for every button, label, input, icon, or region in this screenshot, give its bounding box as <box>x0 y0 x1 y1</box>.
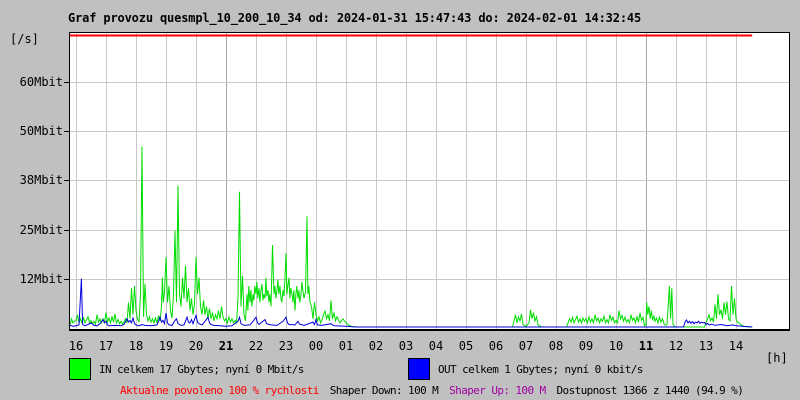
status-segment-3: Dostupnost 1366 z 1440 (94.9 %) <box>556 384 744 397</box>
legend-in-label: IN celkem 17 Gbytes; nyní 0 Mbit/s <box>99 363 304 376</box>
x-axis-tick-label: 19 <box>158 339 174 353</box>
y-axis-tick <box>64 230 69 231</box>
x-axis-tick-label: 02 <box>368 339 384 353</box>
status-line: Aktualne povoleno 100 % rychlosti Shaper … <box>120 384 754 397</box>
y-axis-tick-label: 38Mbit <box>19 173 63 187</box>
x-axis-tick-label: 01 <box>338 339 354 353</box>
graph-title: Graf provozu quesmpl_10_200_10_34 od: 20… <box>68 11 642 25</box>
x-axis-tick-label: 03 <box>398 339 414 353</box>
x-axis-tick-label: 00 <box>308 339 324 353</box>
y-axis-tick <box>64 279 69 280</box>
status-segment-2: Shaper Up: 100 M <box>449 384 546 397</box>
x-axis-tick-label: 17 <box>98 339 114 353</box>
y-axis-tick-label: 50Mbit <box>19 124 63 138</box>
y-axis-tick-label: 25Mbit <box>19 223 63 237</box>
x-axis-tick-label: 22 <box>248 339 264 353</box>
x-axis-tick-label: 12 <box>668 339 684 353</box>
plot-svg <box>70 33 789 329</box>
y-axis-tick-label: 12Mbit <box>19 272 63 286</box>
status-segment-1: Shaper Down: 100 M <box>329 384 439 397</box>
x-axis-tick-label: 21 <box>218 339 234 353</box>
x-axis-tick-label: 05 <box>458 339 474 353</box>
series-in-line <box>70 146 753 328</box>
y-axis-unit-label: [/s] <box>10 32 39 46</box>
x-axis-tick-label: 08 <box>548 339 564 353</box>
x-axis-tick-label: 23 <box>278 339 294 353</box>
x-axis-tick-label: 20 <box>188 339 204 353</box>
plot-area <box>69 32 790 331</box>
x-axis-tick-label: 18 <box>128 339 144 353</box>
series-out-line <box>70 278 753 328</box>
x-axis-tick-label: 13 <box>698 339 714 353</box>
x-axis-unit-label: [h] <box>766 351 788 365</box>
x-axis-tick-label: 14 <box>728 339 744 353</box>
status-segment-0: Aktualne povoleno 100 % rychlosti <box>120 384 319 397</box>
x-axis-tick-label: 09 <box>578 339 594 353</box>
legend-out-label: OUT celkem 1 Gbytes; nyní 0 kbit/s <box>438 363 643 376</box>
y-axis-tick <box>64 180 69 181</box>
in-color-swatch <box>69 358 91 380</box>
x-axis-tick-label: 04 <box>428 339 444 353</box>
x-axis-tick-label: 06 <box>488 339 504 353</box>
out-color-swatch <box>408 358 430 380</box>
x-axis-tick-label: 16 <box>68 339 84 353</box>
x-axis-tick-label: 10 <box>608 339 624 353</box>
x-axis-tick-label: 11 <box>638 339 654 353</box>
y-axis-tick <box>64 131 69 132</box>
y-axis-tick-label: 60Mbit <box>19 75 63 89</box>
y-axis-tick <box>64 82 69 83</box>
x-axis-tick-label: 07 <box>518 339 534 353</box>
